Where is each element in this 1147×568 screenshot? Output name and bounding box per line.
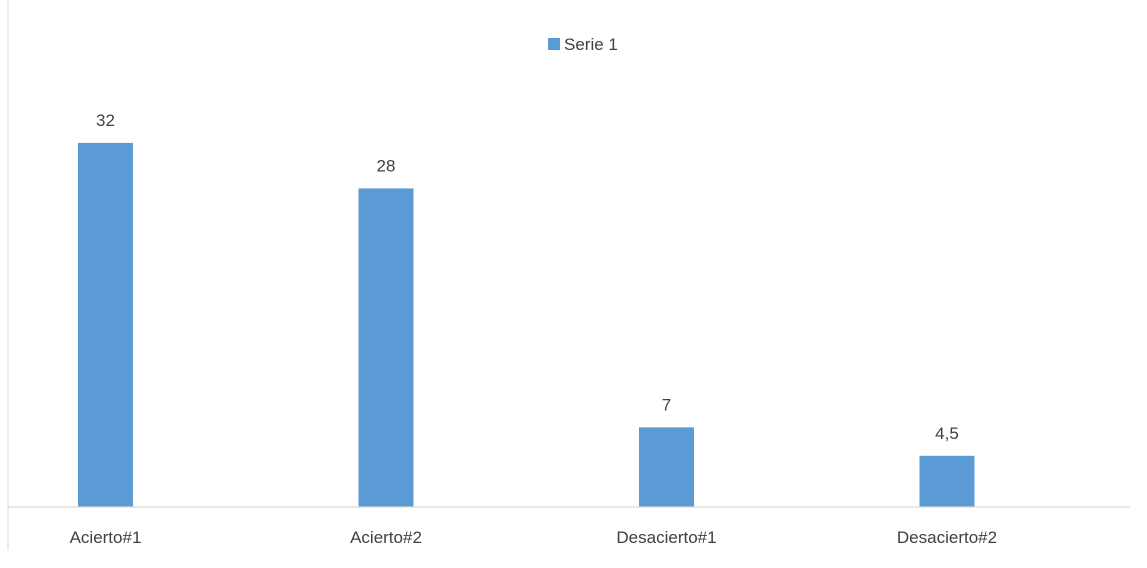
x-axis-tick-labels: Acierto#1 Acierto#2 Desacierto#1 Desacierto… bbox=[70, 528, 998, 547]
bar-desacierto-1 bbox=[639, 427, 694, 507]
value-labels-layer: 32 28 7 4,5 bbox=[96, 111, 959, 443]
bars-layer bbox=[78, 142, 975, 508]
data-label: 28 bbox=[377, 156, 396, 175]
data-label: 32 bbox=[96, 111, 115, 130]
legend-label-serie-1: Serie 1 bbox=[564, 35, 618, 54]
x-tick-label: Acierto#1 bbox=[70, 528, 142, 547]
bar-acierto-1 bbox=[78, 142, 133, 507]
x-tick-label: Desacierto#1 bbox=[616, 528, 716, 547]
data-label: 4,5 bbox=[935, 424, 959, 443]
x-tick-label: Acierto#2 bbox=[350, 528, 422, 547]
bar-desacierto-2 bbox=[919, 455, 975, 507]
x-tick-label: Desacierto#2 bbox=[897, 528, 997, 547]
data-label: 7 bbox=[662, 395, 671, 414]
legend: Serie 1 bbox=[548, 35, 618, 54]
bar-acierto-2 bbox=[358, 188, 414, 508]
legend-swatch-serie-1 bbox=[548, 38, 560, 50]
